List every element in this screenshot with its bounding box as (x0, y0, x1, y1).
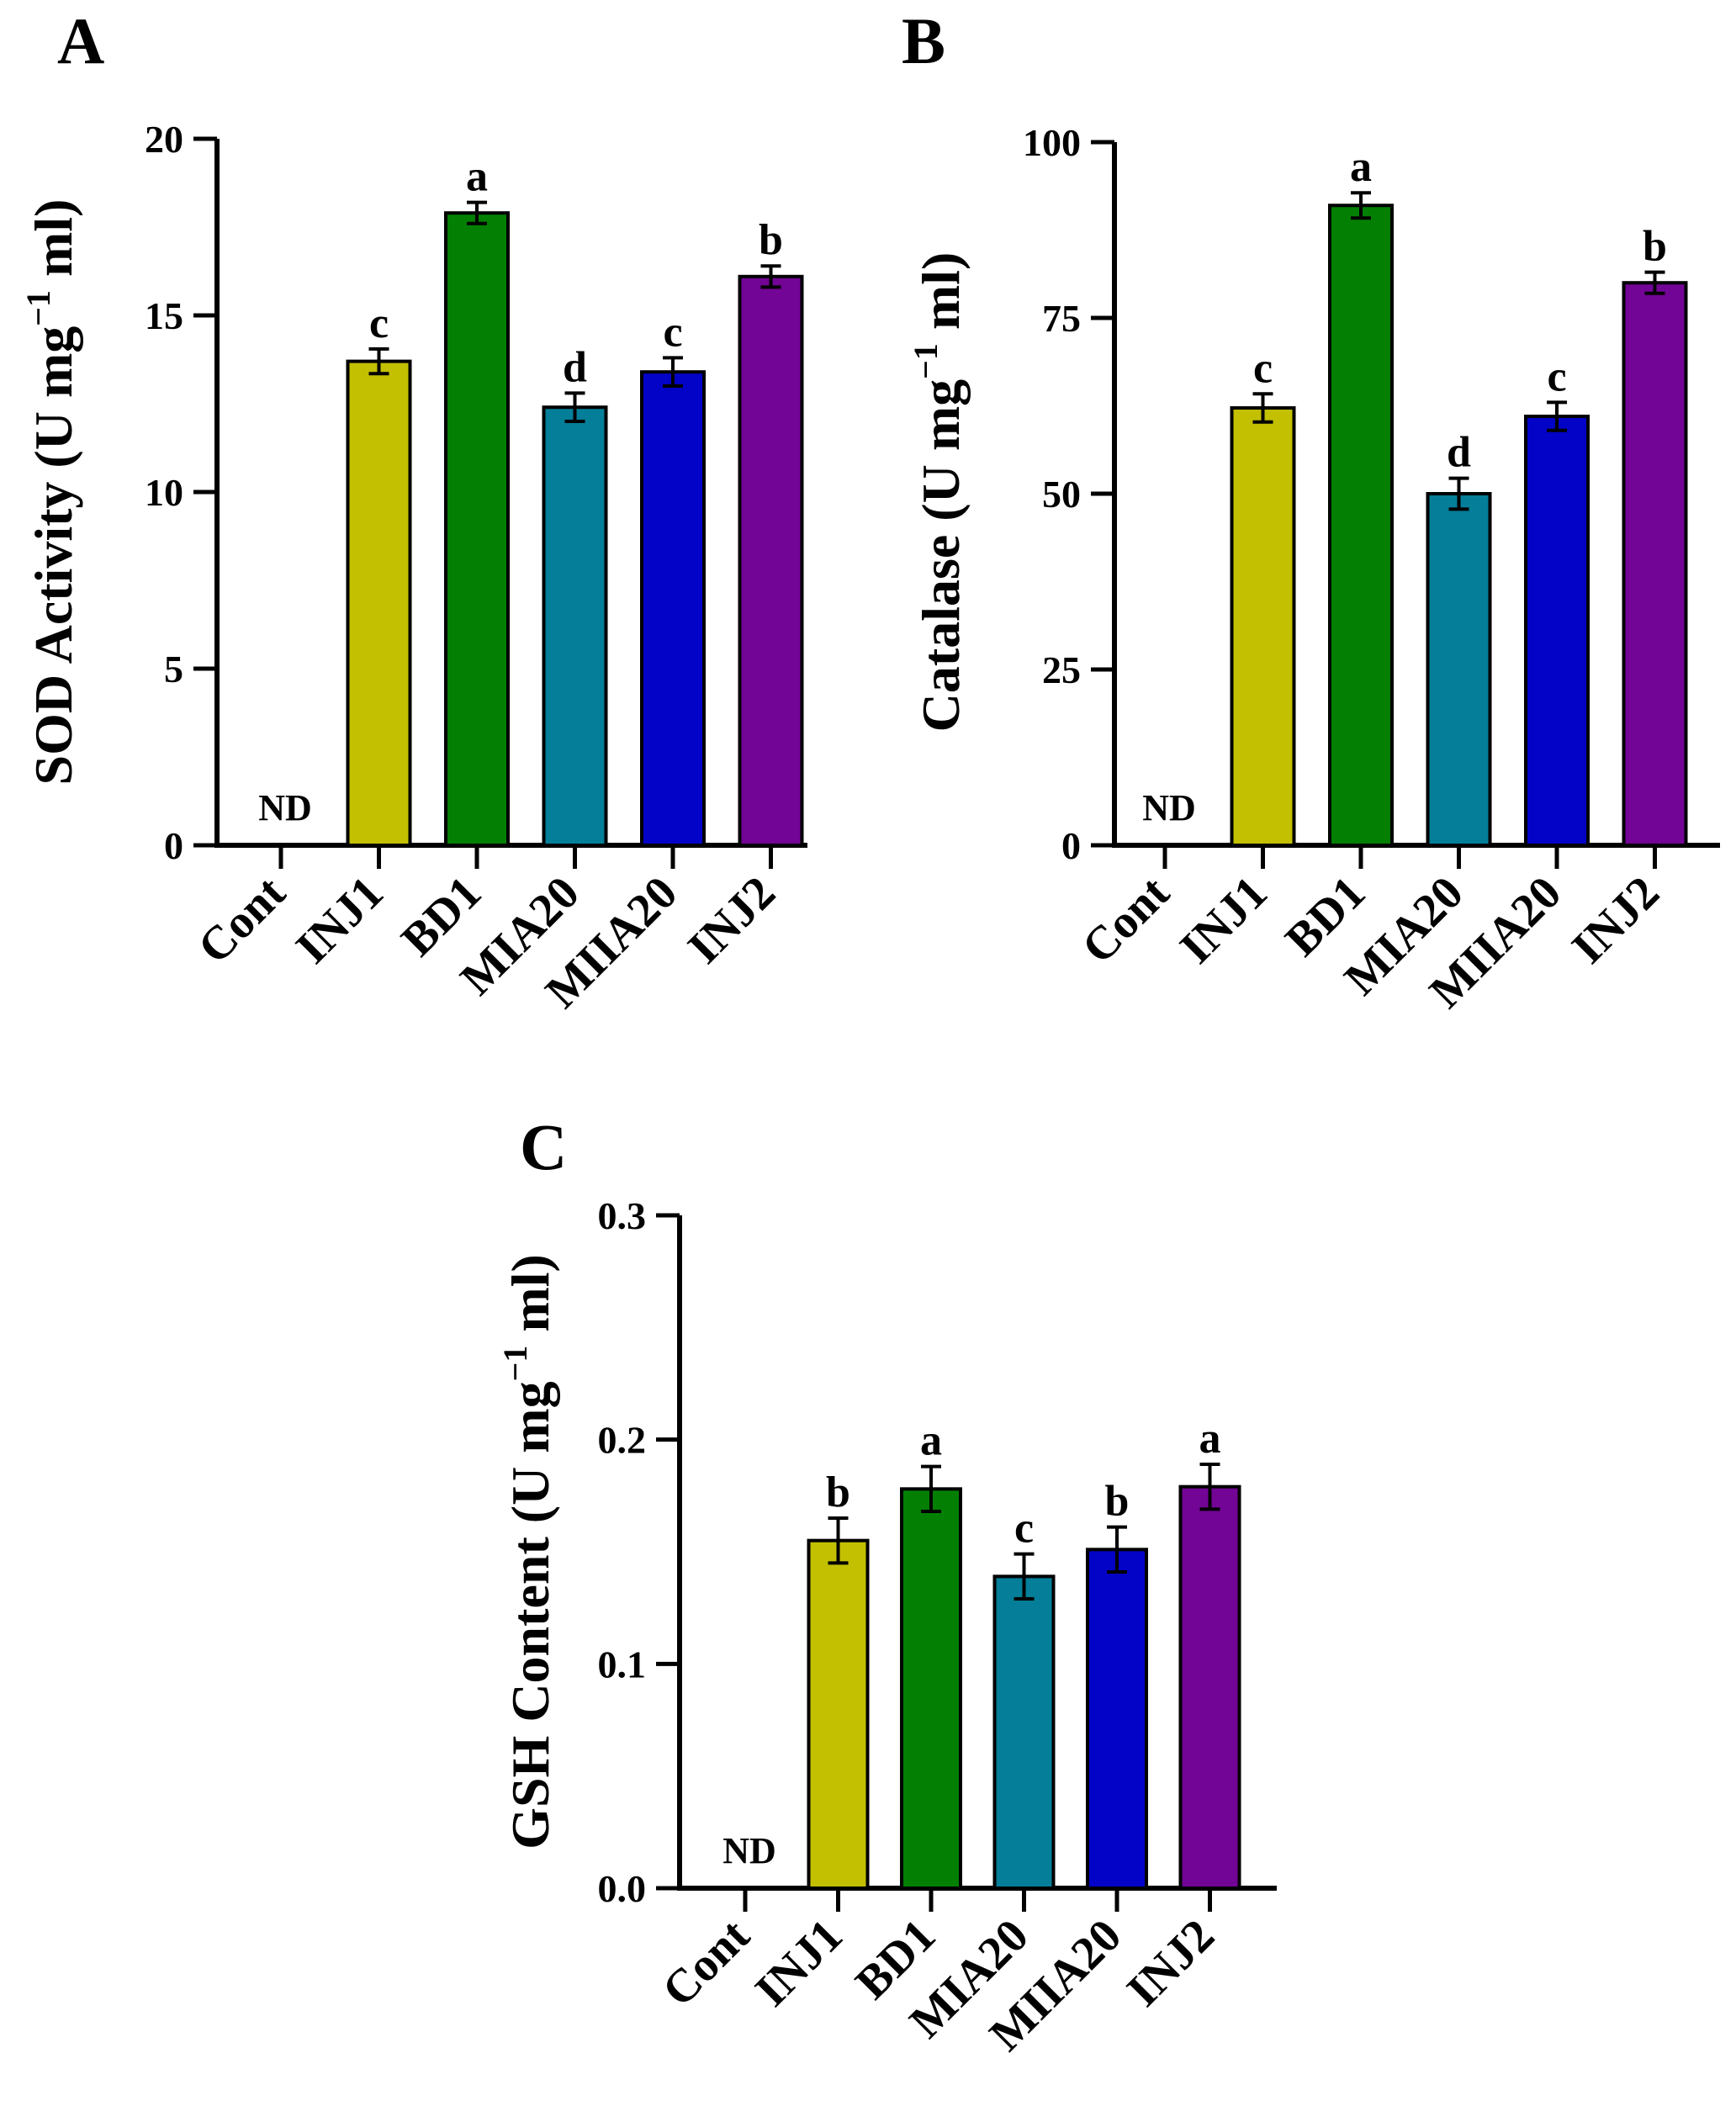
y-tick-label: 0.1 (598, 1643, 647, 1685)
category-label: INJ2 (1117, 1909, 1224, 2016)
y-tick-label: 100 (1023, 121, 1081, 164)
y-tick-label: 75 (1042, 297, 1081, 340)
significance-label: b (759, 216, 783, 264)
y-tick-label: 0.2 (598, 1419, 647, 1462)
bar-inj1 (1230, 406, 1296, 847)
bar-inj2 (1622, 281, 1688, 847)
panel-a: A 0 5 10 15 20 SOD Activity (U mg−1 ml) ND Cont c… (19, 4, 807, 1019)
y-tick-label: 5 (164, 648, 183, 691)
bar-miia20 (1524, 415, 1590, 847)
bar-mia20 (1426, 492, 1492, 847)
y-tick-label: 0 (1061, 824, 1081, 867)
category-label: INJ2 (678, 866, 785, 973)
y-tick-label: 50 (1042, 473, 1081, 516)
y-axis-title-end: ml) (911, 252, 971, 343)
significance-label: a (1199, 1415, 1221, 1463)
significance-label: d (563, 343, 587, 391)
significance-label: b (826, 1468, 850, 1516)
bar-mia20 (542, 405, 608, 847)
panel-c: C 0.0 0.1 0.2 0.3 GSH Content (U mg−1 ml) ND Co… (496, 1110, 1277, 2061)
y-axis-title: GSH Content (U mg−1 ml) (496, 1254, 560, 1849)
bar-bd1 (900, 1487, 962, 1891)
nd-label: ND (1142, 787, 1196, 828)
significance-label: c (663, 308, 682, 356)
significance-label: a (1350, 143, 1372, 191)
panel-label: A (57, 4, 104, 77)
panel-label: B (902, 4, 945, 77)
y-tick-label: 10 (145, 471, 183, 514)
significance-label: c (1547, 352, 1566, 400)
y-tick-label: 20 (145, 118, 183, 161)
significance-label: b (1643, 223, 1667, 271)
bar-miia20 (640, 370, 706, 847)
y-axis-title-main: SOD Activity (U mg (24, 326, 83, 786)
y-tick-label: 0.0 (598, 1867, 647, 1910)
y-tick-label: 0.3 (598, 1194, 647, 1237)
category-label: INJ1 (286, 866, 393, 973)
bar-inj1 (807, 1538, 870, 1890)
significance-label: b (1105, 1478, 1130, 1526)
nd-label: ND (258, 787, 312, 828)
y-axis-title-end: ml) (24, 199, 83, 290)
y-axis-title-end: ml) (500, 1254, 560, 1345)
y-tick-label: 25 (1042, 648, 1081, 691)
y-axis-title-superscript: −1 (907, 343, 945, 379)
significance-label: d (1447, 429, 1471, 477)
y-axis-title: SOD Activity (U mg−1 ml) (19, 199, 83, 786)
category-label: INJ1 (1170, 866, 1277, 973)
panel-b: B 0 25 50 75 100 Catalase (U mg−1 ml) ND Cont c IN… (902, 4, 1720, 1019)
significance-label: c (369, 299, 389, 347)
bar-bd1 (444, 211, 510, 847)
bar-inj2 (1178, 1484, 1241, 1890)
significance-label: a (920, 1417, 942, 1465)
y-axis-title-main: Catalase (U mg (911, 379, 971, 732)
bar-inj2 (738, 274, 804, 847)
bar-mia20 (992, 1574, 1056, 1891)
nd-label: ND (722, 1830, 776, 1871)
y-tick-label: 15 (145, 294, 183, 337)
y-axis-title-superscript: −1 (496, 1346, 534, 1382)
y-axis-title-superscript: −1 (19, 290, 57, 326)
category-label: INJ2 (1562, 866, 1669, 973)
y-tick-label: 0 (164, 824, 183, 867)
significance-label: c (1253, 344, 1273, 392)
bar-bd1 (1328, 204, 1394, 848)
y-axis-title: Catalase (U mg−1 ml) (907, 252, 971, 733)
category-label: INJ1 (745, 1909, 852, 2016)
panel-label: C (520, 1110, 567, 1183)
bar-inj1 (346, 359, 412, 848)
category-label: Cont (653, 1909, 760, 2017)
significance-label: a (466, 153, 488, 201)
y-axis-title-main: GSH Content (U mg (500, 1381, 560, 1849)
significance-label: c (1014, 1505, 1034, 1553)
bar-miia20 (1086, 1548, 1148, 1891)
category-label: Cont (188, 866, 296, 974)
category-label: Cont (1072, 866, 1180, 974)
